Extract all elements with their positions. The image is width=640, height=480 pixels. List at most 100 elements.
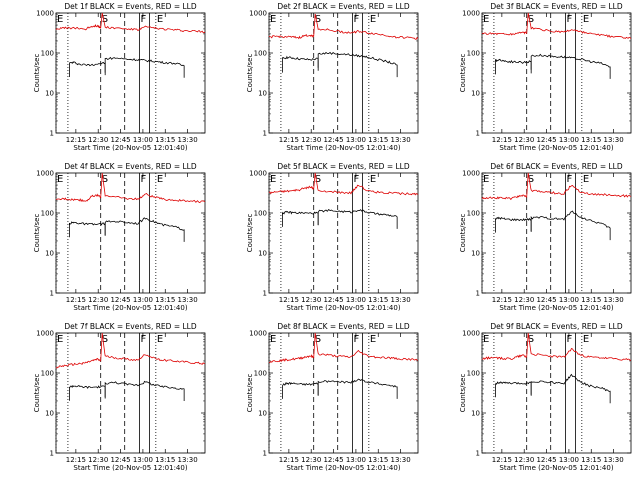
x-tick-label: 12:30 bbox=[301, 456, 321, 464]
y-axis-label: Counts/sec bbox=[246, 214, 254, 253]
y-tick-label: 1 bbox=[263, 130, 267, 138]
x-tick-label: 13:30 bbox=[178, 456, 198, 464]
lightcurve-chart: Det 3f BLACK = Events, RED = LLD 1 10 100 10… bbox=[459, 2, 632, 152]
events-series-line bbox=[530, 373, 611, 404]
x-tick-label: 12:30 bbox=[88, 296, 108, 304]
y-tick-label: 1 bbox=[50, 450, 54, 458]
y-tick-label: 100 bbox=[41, 370, 54, 378]
x-tick-label: 12:15 bbox=[66, 456, 86, 464]
x-tick-label: 13:00 bbox=[133, 136, 153, 144]
lightcurve-chart: Det 1f BLACK = Events, RED = LLD 1 10 100 10… bbox=[33, 2, 206, 152]
marker-label: E bbox=[157, 14, 163, 25]
x-tick-label: 12:45 bbox=[536, 136, 556, 144]
y-tick-label: 100 bbox=[467, 210, 480, 218]
y-tick-label: 1 bbox=[50, 130, 54, 138]
x-axis-label: Start Time (20-Nov-05 12:01:40) bbox=[286, 144, 400, 152]
y-tick-label: 1000 bbox=[249, 10, 267, 18]
x-tick-label: 13:30 bbox=[604, 136, 624, 144]
chart-title: Det 5f BLACK = Events, RED = LLD bbox=[277, 162, 410, 171]
detector-panel: Det 9f BLACK = Events, RED = LLD 1 10 100 10… bbox=[426, 320, 639, 480]
marker-label: E bbox=[270, 14, 276, 25]
y-tick-label: 1 bbox=[263, 290, 267, 298]
x-tick-label: 13:30 bbox=[391, 456, 411, 464]
marker-label: F bbox=[140, 14, 146, 25]
marker-label: E bbox=[370, 174, 376, 185]
x-tick-label: 12:30 bbox=[88, 136, 108, 144]
y-tick-label: 100 bbox=[254, 50, 267, 58]
x-axis-label: Start Time (20-Nov-05 12:01:40) bbox=[499, 464, 613, 472]
events-series-line bbox=[495, 58, 532, 75]
lightcurve-chart: Det 9f BLACK = Events, RED = LLD 1 10 100 10… bbox=[459, 322, 632, 472]
x-axis-label: Start Time (20-Nov-05 12:01:40) bbox=[286, 464, 400, 472]
chart-title: Det 6f BLACK = Events, RED = LLD bbox=[490, 162, 623, 171]
plot-frame bbox=[55, 332, 206, 454]
detector-panel: Det 7f BLACK = Events, RED = LLD 1 10 100 10… bbox=[0, 320, 213, 480]
marker-label: F bbox=[566, 14, 572, 25]
x-tick-label: 12:30 bbox=[514, 296, 534, 304]
x-tick-label: 13:00 bbox=[559, 456, 579, 464]
y-tick-label: 1 bbox=[263, 450, 267, 458]
events-series-line bbox=[317, 378, 398, 399]
x-tick-label: 13:15 bbox=[368, 136, 388, 144]
marker-label: E bbox=[483, 334, 489, 345]
marker-label: E bbox=[583, 14, 589, 25]
detector-panel: Det 2f BLACK = Events, RED = LLD 1 10 100 10… bbox=[213, 0, 426, 160]
marker-label: S bbox=[315, 334, 321, 345]
marker-label: S bbox=[315, 174, 321, 185]
marker-label: F bbox=[566, 334, 572, 345]
events-series-line bbox=[69, 385, 106, 401]
x-tick-label: 12:15 bbox=[279, 136, 299, 144]
detector-panel: Det 5f BLACK = Events, RED = LLD 1 10 100 10… bbox=[213, 160, 426, 320]
x-tick-label: 13:30 bbox=[604, 456, 624, 464]
x-tick-label: 13:15 bbox=[581, 136, 601, 144]
y-tick-label: 1000 bbox=[462, 10, 480, 18]
marker-label: F bbox=[140, 174, 146, 185]
x-tick-label: 12:15 bbox=[492, 296, 512, 304]
marker-label: E bbox=[57, 174, 63, 185]
y-axis-label: Counts/sec bbox=[459, 374, 467, 413]
y-tick-label: 1 bbox=[476, 130, 480, 138]
x-tick-label: 12:30 bbox=[514, 136, 534, 144]
events-series-line bbox=[104, 380, 185, 401]
chart-title: Det 2f BLACK = Events, RED = LLD bbox=[277, 2, 410, 11]
y-tick-label: 1000 bbox=[36, 10, 54, 18]
x-tick-label: 12:30 bbox=[514, 456, 534, 464]
x-tick-label: 13:30 bbox=[178, 296, 198, 304]
plot-frame bbox=[268, 12, 419, 134]
x-axis-label: Start Time (20-Nov-05 12:01:40) bbox=[499, 144, 613, 152]
x-tick-label: 13:00 bbox=[133, 296, 153, 304]
y-tick-label: 10 bbox=[45, 90, 54, 98]
y-axis-label: Counts/sec bbox=[33, 54, 41, 93]
y-axis-label: Counts/sec bbox=[33, 374, 41, 413]
lld-series-line bbox=[268, 13, 419, 40]
events-series-line bbox=[317, 51, 398, 78]
y-tick-label: 10 bbox=[258, 410, 267, 418]
plot-frame bbox=[481, 332, 632, 454]
events-series-line bbox=[495, 216, 532, 233]
y-tick-label: 100 bbox=[41, 50, 54, 58]
events-series-line bbox=[282, 55, 319, 73]
lightcurve-chart: Det 4f BLACK = Events, RED = LLD 1 10 100 10… bbox=[33, 162, 206, 312]
chart-title: Det 4f BLACK = Events, RED = LLD bbox=[64, 162, 197, 171]
y-axis-label: Counts/sec bbox=[459, 214, 467, 253]
detector-panel: Det 1f BLACK = Events, RED = LLD 1 10 100 10… bbox=[0, 0, 213, 160]
x-tick-label: 13:30 bbox=[391, 136, 411, 144]
x-tick-label: 12:15 bbox=[279, 296, 299, 304]
x-tick-label: 13:00 bbox=[133, 456, 153, 464]
marker-label: E bbox=[270, 174, 276, 185]
events-series-line bbox=[530, 53, 611, 79]
x-tick-label: 12:15 bbox=[66, 296, 86, 304]
marker-label: E bbox=[583, 174, 589, 185]
x-axis-label: Start Time (20-Nov-05 12:01:40) bbox=[73, 304, 187, 312]
x-tick-label: 13:00 bbox=[559, 296, 579, 304]
marker-label: E bbox=[157, 334, 163, 345]
x-tick-label: 13:00 bbox=[559, 136, 579, 144]
y-tick-label: 1000 bbox=[36, 330, 54, 338]
x-tick-label: 13:15 bbox=[368, 296, 388, 304]
y-tick-label: 100 bbox=[254, 210, 267, 218]
x-tick-label: 13:30 bbox=[178, 136, 198, 144]
x-axis-label: Start Time (20-Nov-05 12:01:40) bbox=[73, 464, 187, 472]
y-axis-label: Counts/sec bbox=[246, 54, 254, 93]
y-tick-label: 1000 bbox=[36, 170, 54, 178]
